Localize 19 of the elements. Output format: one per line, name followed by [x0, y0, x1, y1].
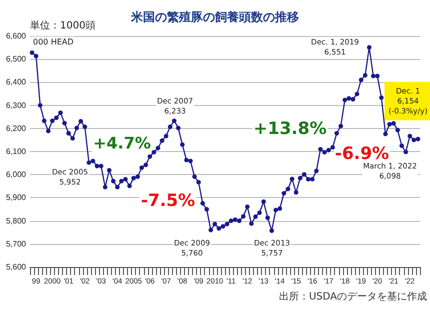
y-tick-label: 5,800: [6, 216, 27, 226]
y-tick-label: 6,300: [6, 100, 27, 110]
y-tick-label: 6,400: [6, 78, 27, 87]
y-tick-label: 6,100: [6, 147, 27, 156]
annotation: +13.8%: [253, 119, 327, 139]
y-axis-title: 単位：1000頭: [30, 20, 96, 32]
chart-title: 米国の繁殖豚の飼養頭数の推移: [130, 10, 299, 24]
y-tick-label: 5,900: [6, 193, 27, 202]
y-tick-label: 5,700: [6, 239, 27, 248]
text: 出所：USDAのデータを基に作成: [278, 290, 427, 302]
y-tick-label: 6,000: [6, 170, 27, 180]
annotation: +4.7%: [93, 134, 151, 152]
y-tick-label: 6,600: [6, 32, 27, 40]
y-tick-label: 5,600: [6, 262, 27, 272]
annotation: -7.5%: [140, 191, 196, 211]
annotation: -6.9%: [334, 144, 390, 164]
y-tick-label: 6,500: [6, 54, 27, 64]
annotation: 000 HEAD: [33, 38, 74, 46]
y-tick-label: 6,200: [6, 124, 27, 133]
